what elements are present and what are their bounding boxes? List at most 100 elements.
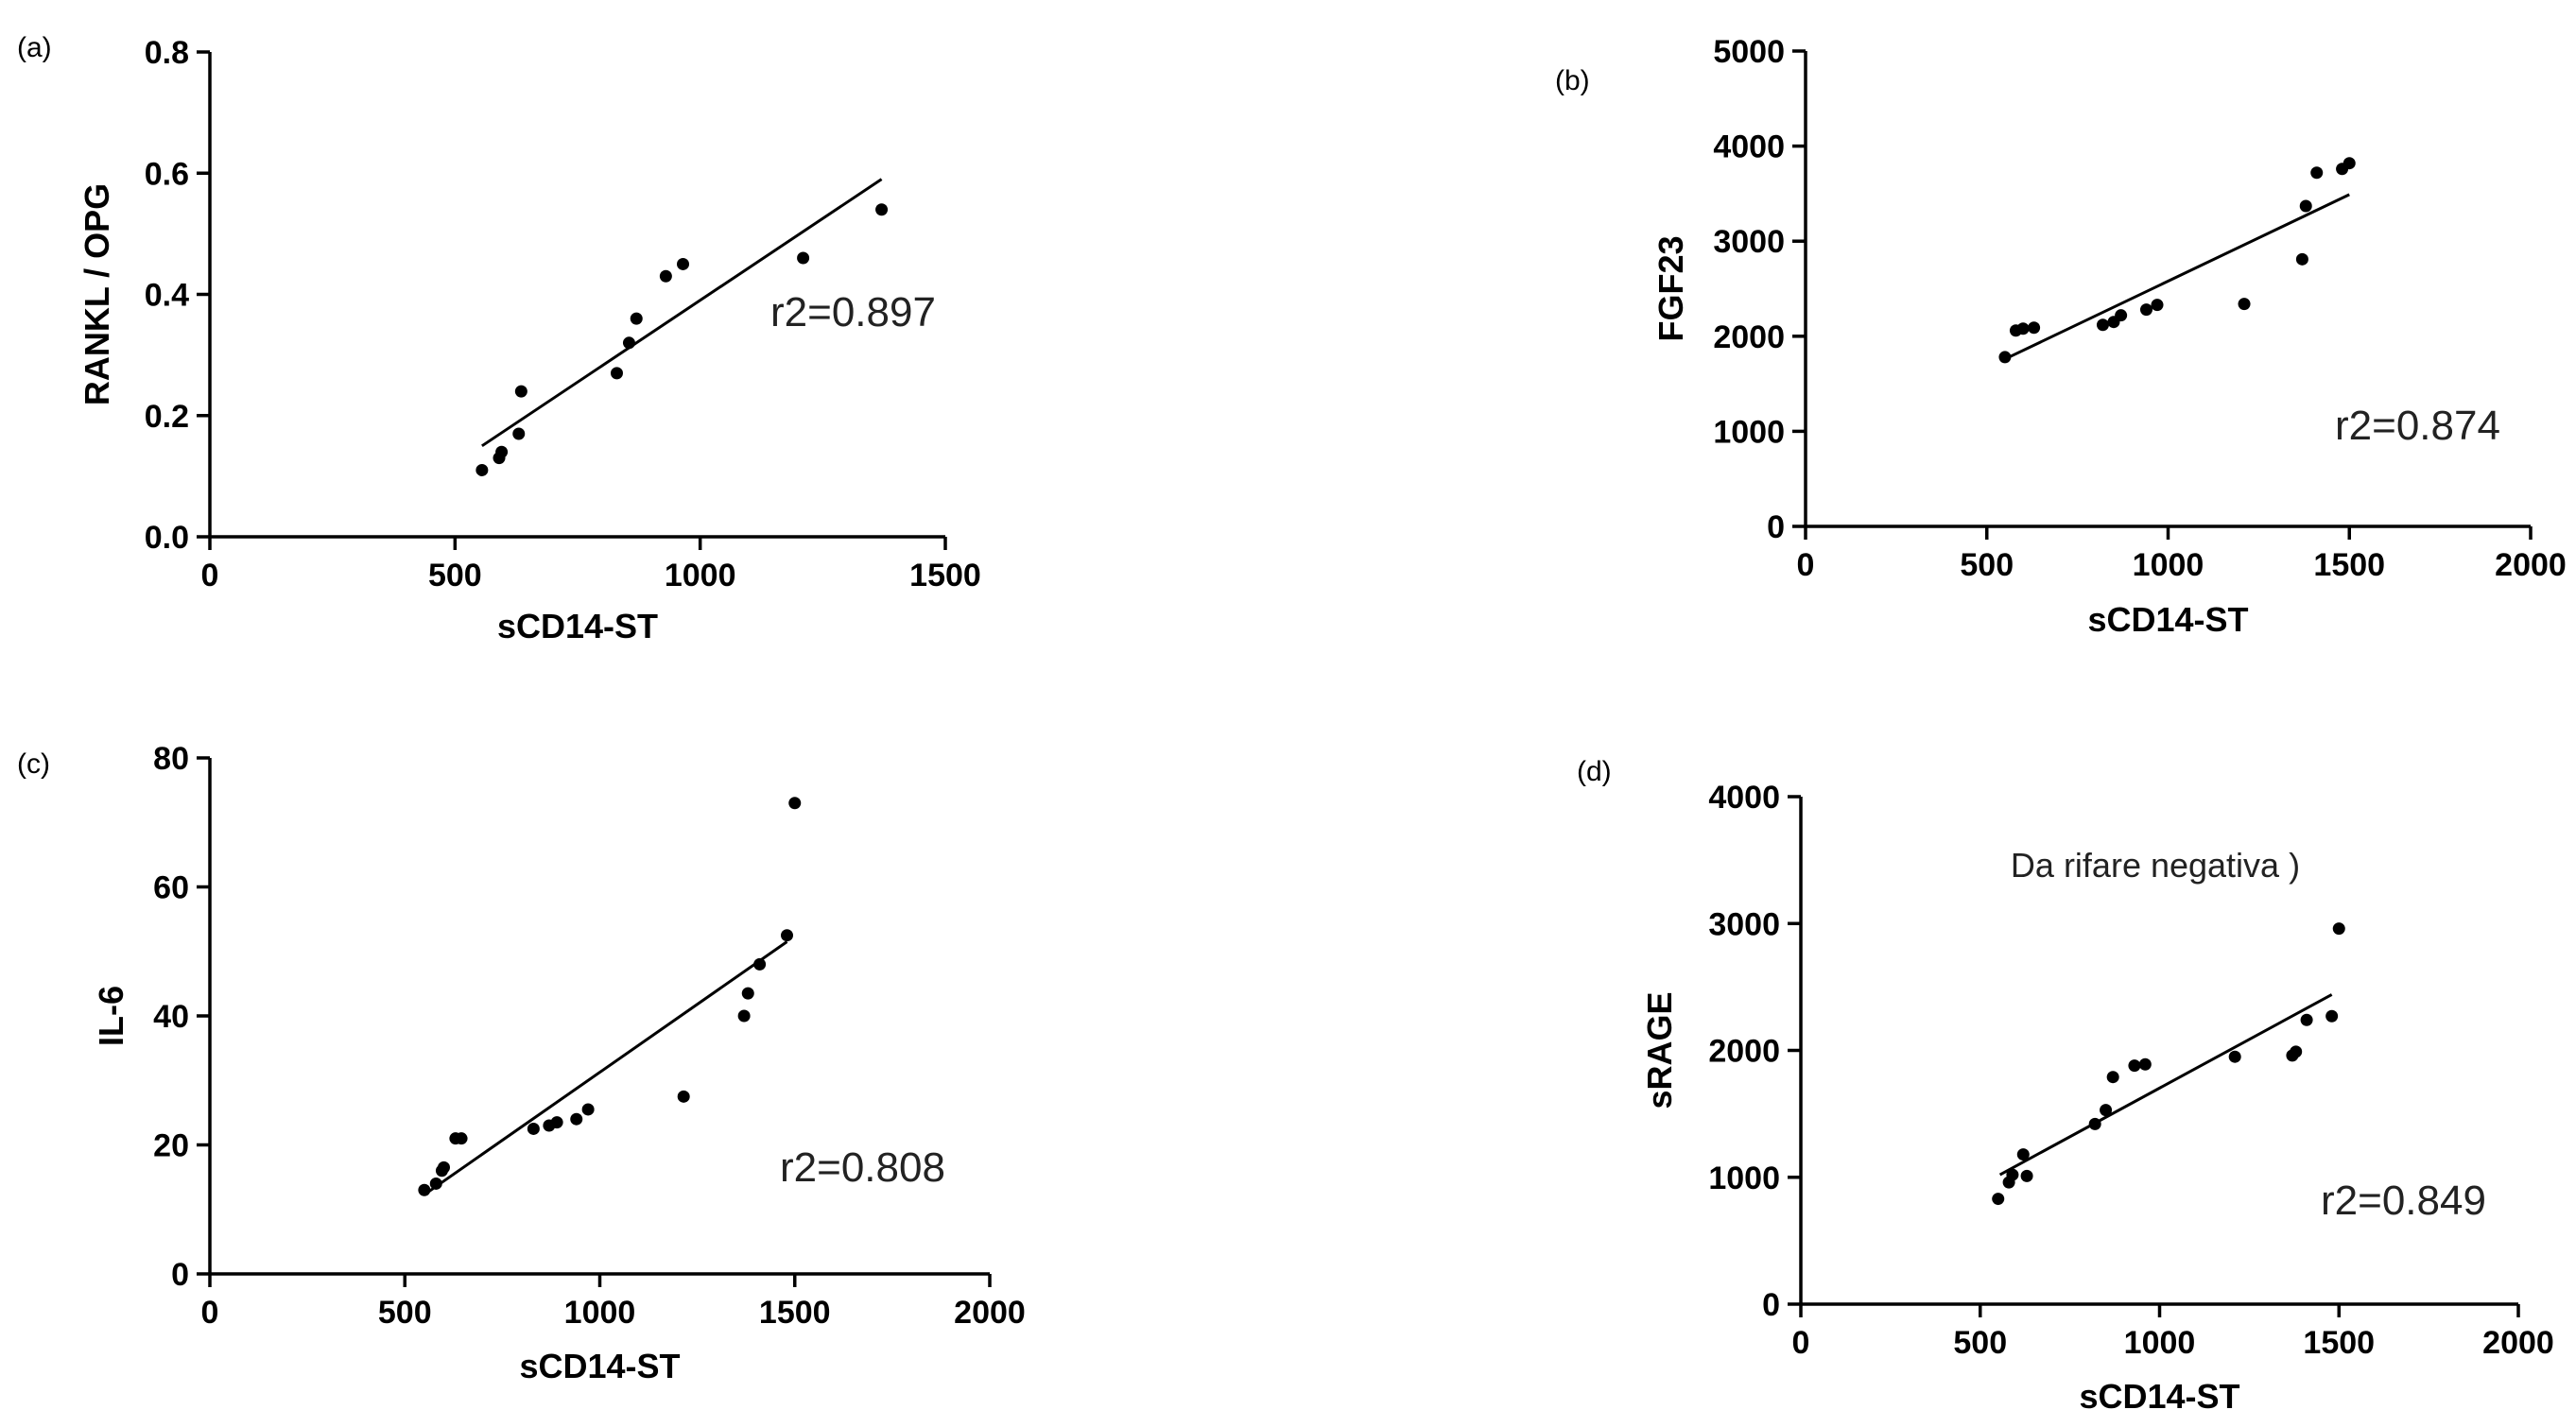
data-point [2228,1050,2241,1063]
panel-label: (b) [1555,65,1590,96]
x-axis-title: sCD14-ST [519,1347,680,1385]
scatter-panel-a: (a) 0 500 1000 1500 0.0 0.2 0.4 0.6 0.8 sCD14-ST RA… [17,32,981,645]
x-axis-title: sCD14-ST [2087,600,2248,639]
data-point [1998,351,2012,364]
r-squared-annotation: r2=0.897 [770,289,936,335]
data-point [514,385,527,398]
y-tick-label: 2000 [1713,319,1785,355]
y-axis-title: FGF23 [1651,235,1690,341]
data-point [2139,303,2152,317]
x-tick-label: 1500 [2303,1325,2375,1361]
x-tick-label: 1000 [2133,547,2204,583]
data-point [570,1112,583,1126]
regression-line [2004,193,2350,361]
panel-label: (d) [1577,756,1612,787]
data-point [2138,1057,2152,1071]
y-tick-label: 3000 [1708,906,1780,942]
data-point [550,1116,563,1129]
data-point [875,203,889,216]
scatter-panel-c: (c) 0 500 1000 1500 2000 0 20 40 60 80 sCD14-ST IL-6… [17,741,1026,1385]
y-tick-label: 0.0 [145,520,189,556]
x-axis-title: sCD14-ST [497,607,658,645]
y-tick-label: 20 [153,1128,189,1164]
data-point [2343,157,2356,170]
data-point [2238,298,2251,311]
data-point [2016,322,2030,335]
regression-line [425,940,788,1195]
y-tick-label: 0 [171,1257,189,1293]
data-point [741,987,754,1000]
y-tick-label: 4000 [1713,129,1785,165]
r-squared-annotation: r2=0.808 [780,1144,945,1191]
panel-label: (c) [17,748,50,780]
regression-line [1998,993,2333,1177]
data-point [475,463,489,476]
y-tick-label: 0.8 [145,35,189,71]
data-point [2290,1045,2303,1058]
scatter-panel-b: (b) 0 500 1000 1500 2000 0 1000 2000 3000 4000 5000… [1555,34,2567,639]
x-tick-label: 1500 [2313,547,2385,583]
y-tick-label: 0 [1762,1287,1780,1323]
data-point [418,1183,431,1196]
x-tick-label: 500 [428,558,482,593]
data-point [781,929,793,942]
x-tick-label: 0 [201,558,219,593]
data-point [2310,166,2324,180]
panel-note: Da rifare negativa ) [2011,846,2300,885]
data-point [2151,299,2164,312]
data-point [2006,1168,2019,1181]
x-tick-label: 500 [1953,1325,2007,1361]
data-point [622,336,635,350]
y-tick-label: 60 [153,870,189,906]
x-axis-title: sCD14-ST [2079,1377,2239,1416]
data-point [630,312,643,325]
data-point [2020,1169,2033,1182]
data-point [2028,321,2041,335]
data-point [438,1161,450,1174]
data-point [527,1122,540,1135]
y-tick-label: 0.4 [145,278,189,314]
data-point [737,1009,751,1023]
x-tick-label: 0 [1797,547,1815,583]
y-tick-label: 1000 [1708,1161,1780,1196]
data-point [788,797,802,810]
data-point [455,1132,468,1145]
data-point [2088,1117,2101,1130]
x-tick-label: 2000 [2482,1325,2554,1361]
data-point [2295,252,2308,266]
data-point [2106,1071,2119,1084]
data-point [677,257,690,270]
y-tick-label: 4000 [1708,780,1780,816]
x-tick-label: 1000 [564,1295,636,1331]
regression-line [481,178,883,448]
data-point [2300,1013,2313,1026]
x-tick-label: 2000 [2495,547,2567,583]
y-tick-label: 80 [153,741,189,777]
y-tick-label: 3000 [1713,224,1785,260]
x-tick-label: 2000 [954,1295,1026,1331]
data-point [2325,1009,2339,1023]
data-point [429,1177,442,1190]
y-tick-label: 5000 [1713,34,1785,70]
panel-label: (a) [17,32,52,63]
y-tick-label: 0.2 [145,399,189,435]
data-point [753,957,767,971]
y-tick-label: 2000 [1708,1034,1780,1070]
data-point [512,427,526,440]
r-squared-annotation: r2=0.849 [2321,1178,2486,1224]
data-point [2299,199,2312,213]
x-tick-label: 1500 [759,1295,831,1331]
y-tick-label: 1000 [1713,414,1785,450]
data-point [2100,1104,2113,1117]
data-point [2128,1059,2141,1073]
y-axis-title: IL-6 [92,986,130,1046]
x-tick-label: 1000 [2124,1325,2196,1361]
x-tick-label: 500 [378,1295,432,1331]
data-point [2096,318,2109,332]
y-tick-label: 0.6 [145,156,189,192]
y-axis-title: sRAGE [1640,991,1679,1109]
r-squared-annotation: r2=0.874 [2335,403,2500,449]
data-point [677,1090,690,1103]
data-point [610,367,623,380]
